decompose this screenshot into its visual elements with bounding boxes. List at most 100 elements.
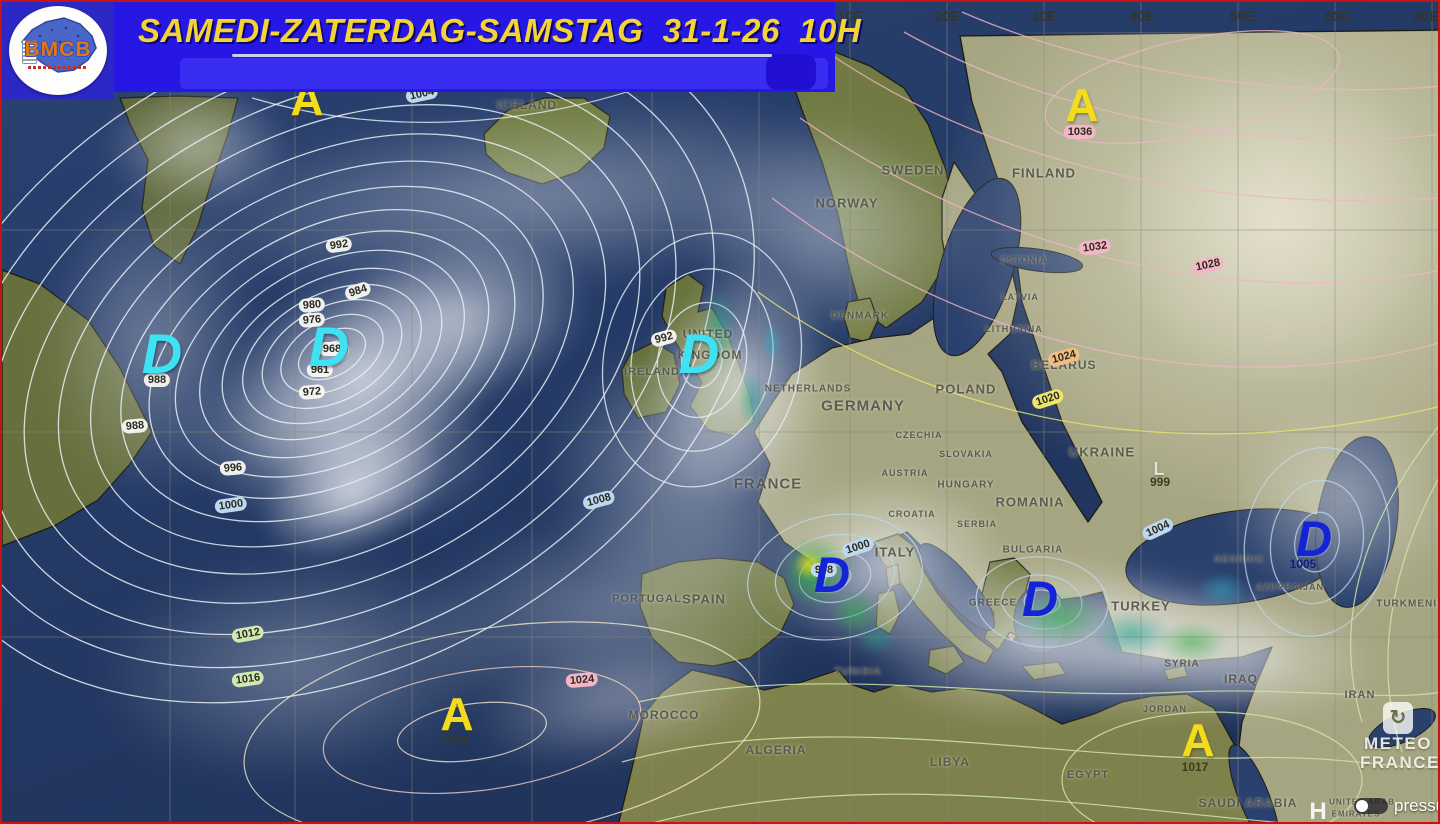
- isobar-value-label: 988: [121, 417, 149, 435]
- title-banner: SAMEDI-ZATERDAG-SAMSTAG 31-1-26 10H: [114, 2, 862, 92]
- page-title: SAMEDI-ZATERDAG-SAMSTAG 31-1-26 10H: [138, 12, 862, 49]
- longitude-label: 50E: [1229, 8, 1255, 24]
- pressure-system-H: H: [1309, 798, 1327, 824]
- isobar-value-label: 1028: [1190, 254, 1226, 276]
- country-label: MOROCCO: [628, 708, 700, 722]
- toggle-pill[interactable]: [1354, 798, 1388, 814]
- isobar-value-label: 998: [810, 563, 838, 577]
- isobars-east-high: [771, 11, 1438, 368]
- accordion-icon: [22, 40, 37, 64]
- meteo-france-watermark: ↻ METEO FRANCE: [1360, 702, 1440, 772]
- isobar-value-label: 1024: [565, 671, 599, 689]
- pressure-system-L: L: [1153, 459, 1165, 479]
- country-label: JORDAN: [1142, 704, 1188, 714]
- country-label: IRAN: [1344, 689, 1376, 701]
- isobars-south: [621, 426, 1438, 822]
- pressure-system-D: D: [308, 315, 350, 378]
- country-label: CROATIA: [888, 509, 936, 519]
- country-label: FRANCE: [733, 475, 803, 493]
- country-label: UNITED: [682, 327, 734, 341]
- country-label: EGYPT: [1066, 769, 1110, 781]
- country-label: KINGDOM: [677, 348, 743, 362]
- country-label: ITALY: [874, 544, 916, 560]
- country-label: CZECHIA: [895, 430, 943, 440]
- country-label: GEORGIA: [1214, 554, 1264, 564]
- country-label: GERMANY: [821, 397, 905, 415]
- country-label: SAUDI ARABIA: [1198, 796, 1298, 810]
- isobar-value-label: 1004: [1140, 515, 1176, 543]
- country-label: FINLAND: [1011, 165, 1077, 181]
- brand-line-2: FRANCE: [1360, 753, 1440, 772]
- meteo-france-icon: ↻: [1383, 702, 1413, 734]
- country-label: TURKMENIST: [1376, 598, 1438, 610]
- bmcb-logo: BMCB: [2, 2, 114, 99]
- isobar-value-label: 992: [324, 236, 354, 254]
- country-label: SERBIA: [956, 519, 998, 529]
- country-label: SPAIN: [682, 591, 726, 607]
- longitude-label: 10E: [837, 8, 863, 24]
- isobar-value-label: 996: [219, 459, 247, 477]
- banner-underline: [232, 54, 772, 57]
- isobar-value-label: 984: [343, 280, 373, 302]
- country-label: SLOVAKIA: [939, 449, 993, 459]
- country-label: LIBYA: [930, 755, 970, 769]
- country-label: ALGERIA: [745, 743, 807, 757]
- country-label: LITHUANIA: [985, 324, 1043, 334]
- country-label: LATVIA: [1001, 292, 1039, 302]
- longitude-label: 60E: [1324, 8, 1350, 24]
- pressure-toggle-control[interactable]: pressure: [1354, 796, 1438, 816]
- pressure-toggle-label: pressure: [1394, 796, 1438, 815]
- isobars-med-lows: [747, 447, 1391, 648]
- isobar-value-label: 1032: [1077, 237, 1113, 257]
- pressure-system-D: D: [1021, 571, 1059, 627]
- isobar-value-label: 988: [143, 373, 171, 387]
- isobar-value-label: 999: [1149, 475, 1171, 489]
- country-label: GREECE: [968, 597, 1018, 609]
- isobar-value-label: 1020: [1030, 387, 1066, 411]
- pressure-system-A: A: [440, 688, 474, 740]
- isobars-uk-low: [601, 232, 803, 488]
- logo-acronym: BMCB: [24, 38, 92, 61]
- sea-red: [1228, 744, 1280, 822]
- brand-line-1: METEO: [1364, 734, 1432, 753]
- country-label: SYRIA: [1164, 658, 1200, 670]
- pressure-system-D: D: [1295, 511, 1333, 567]
- toggle-knob-icon: [1356, 800, 1368, 812]
- belgium-map-icon: [21, 17, 97, 73]
- country-label: UKRAINE: [1068, 444, 1136, 460]
- banner-substrip: [180, 58, 828, 89]
- isobar-value-label: 1008: [581, 489, 617, 511]
- country-label: PORTUGAL: [612, 593, 682, 605]
- country-label: NETHERLANDS: [764, 383, 852, 395]
- pressure-system-A: A: [1181, 714, 1215, 766]
- country-label: TUNISIA: [834, 666, 882, 678]
- country-label: IRAQ: [1224, 672, 1258, 686]
- isobars-atlantic-low: [2, 4, 755, 704]
- land-newfoundland: [2, 269, 153, 547]
- isobar-value-label: 1016: [230, 669, 266, 689]
- country-label: DENMARK: [830, 310, 890, 322]
- country-label: SWEDEN: [881, 162, 945, 178]
- pressure-system-D: D: [141, 322, 183, 385]
- country-label: EMIRATES: [1331, 809, 1381, 819]
- country-label: TURKEY: [1111, 598, 1171, 614]
- isobar-value-label: 980: [298, 296, 326, 314]
- country-label: HUNGARY: [937, 479, 995, 491]
- isobar-value-label: 1027: [441, 733, 469, 747]
- banner-pill: [766, 54, 816, 90]
- country-label: ROMANIA: [995, 494, 1065, 510]
- pressure-system-A: A: [1065, 79, 1099, 131]
- pressure-system-D: D: [813, 547, 851, 603]
- logo-subtext: [28, 66, 88, 69]
- country-label: ESTONIA: [1000, 255, 1048, 265]
- longitude-label: 30E: [1031, 8, 1057, 24]
- isobar-value-label: 968: [318, 342, 346, 356]
- country-label: NORWAY: [815, 195, 879, 211]
- country-label: AZERBAIJAN: [1255, 582, 1325, 592]
- isobar-value-label: 972: [298, 383, 326, 401]
- country-label: AUSTRIA: [881, 468, 929, 478]
- isobar-value-label: 992: [649, 327, 679, 349]
